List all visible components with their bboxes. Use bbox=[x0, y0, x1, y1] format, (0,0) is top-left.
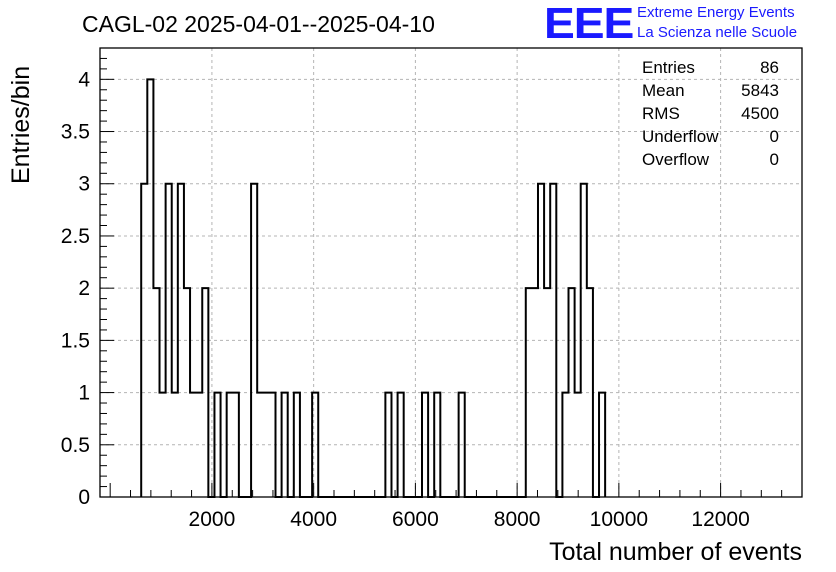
histogram-bin bbox=[251, 184, 257, 497]
stats-value: 0 bbox=[769, 150, 779, 169]
logo-caption: Extreme Energy Events La Scienza nelle S… bbox=[637, 3, 797, 43]
stats-row-underflow: Underflow 0 bbox=[638, 127, 784, 150]
x-tick-label: 10000 bbox=[590, 508, 648, 531]
stats-key: Mean bbox=[642, 81, 685, 100]
histogram-bin bbox=[532, 288, 538, 497]
y-tick-label: 1.5 bbox=[61, 329, 90, 352]
stats-row-overflow: Overflow 0 bbox=[638, 150, 784, 173]
histogram-bin bbox=[581, 184, 587, 497]
histogram-bin bbox=[141, 184, 147, 497]
stats-value: 86 bbox=[760, 58, 779, 77]
y-tick-label: 0 bbox=[78, 486, 90, 509]
x-axis: 2000 4000 6000 8000 10000 12000 bbox=[109, 483, 803, 531]
stats-key: RMS bbox=[642, 104, 680, 123]
y-tick-label: 1 bbox=[78, 382, 90, 405]
histogram-bin bbox=[196, 393, 202, 497]
histogram-outline bbox=[140, 78, 607, 498]
y-tick-label: 3 bbox=[78, 173, 90, 196]
histogram-bin bbox=[282, 393, 288, 497]
logo-caption-line2: La Scienza nelle Scuole bbox=[637, 24, 798, 41]
histogram-bin bbox=[166, 184, 172, 497]
logo-caption-line1: Extreme Energy Events bbox=[637, 4, 795, 21]
histogram-bin bbox=[147, 79, 153, 497]
stats-value: 4500 bbox=[741, 104, 779, 123]
y-tick-label: 4 bbox=[78, 68, 90, 91]
y-tick-label: 2.5 bbox=[61, 225, 90, 248]
histogram-bin bbox=[550, 184, 556, 497]
histogram-bin bbox=[263, 393, 269, 497]
histogram-bin bbox=[214, 393, 220, 497]
histogram-bin bbox=[202, 288, 208, 497]
grid-lines bbox=[100, 48, 802, 497]
histogram-bin bbox=[526, 288, 532, 497]
stats-key: Entries bbox=[642, 58, 695, 77]
histogram-bin bbox=[575, 393, 581, 497]
stats-row-mean: Mean 5843 bbox=[638, 81, 784, 104]
y-axis-label: Entries/bin bbox=[7, 65, 35, 184]
x-tick-label: 6000 bbox=[392, 508, 439, 531]
histogram-bin bbox=[153, 288, 159, 497]
x-axis-label: Total number of events bbox=[549, 538, 802, 566]
histogram-bin bbox=[178, 184, 184, 497]
y-tick-label: 0.5 bbox=[61, 434, 90, 457]
histogram-bars bbox=[140, 78, 607, 498]
x-tick-label: 4000 bbox=[290, 508, 337, 531]
histogram-bin bbox=[184, 288, 190, 497]
x-tick-label: 2000 bbox=[189, 508, 236, 531]
histogram-bin bbox=[434, 393, 440, 497]
stats-key: Overflow bbox=[642, 150, 710, 169]
x-tick-label: 12000 bbox=[691, 508, 749, 531]
stats-value: 0 bbox=[769, 127, 779, 146]
x-tick-label: 8000 bbox=[494, 508, 541, 531]
y-tick-label: 3.5 bbox=[61, 121, 90, 144]
y-tick-label: 2 bbox=[78, 277, 90, 300]
histogram-bin bbox=[227, 393, 233, 497]
histogram-bin bbox=[587, 288, 593, 497]
histogram-bin bbox=[599, 393, 605, 497]
histogram-bin bbox=[269, 393, 275, 497]
histogram-bin bbox=[538, 184, 544, 497]
stats-key: Underflow bbox=[642, 127, 719, 146]
histogram-bin bbox=[294, 393, 300, 497]
histogram-bin bbox=[172, 393, 178, 497]
histogram-bin bbox=[562, 393, 568, 497]
chart-title: CAGL-02 2025-04-01--2025-04-10 bbox=[82, 11, 435, 37]
histogram-bin bbox=[398, 393, 404, 497]
histogram-bin bbox=[544, 288, 550, 497]
histogram-bin bbox=[422, 393, 428, 497]
histogram-bin bbox=[385, 393, 391, 497]
eee-logo: EEE bbox=[544, 0, 634, 48]
stats-value: 5843 bbox=[741, 81, 779, 100]
y-axis: 0 0.5 1 1.5 2 2.5 3 3.5 4 bbox=[61, 47, 114, 509]
stats-row-rms: RMS 4500 bbox=[638, 104, 784, 127]
histogram-bin bbox=[569, 288, 575, 497]
histogram-bin bbox=[459, 393, 465, 497]
histogram-bin bbox=[312, 393, 318, 497]
stats-row-entries: Entries 86 bbox=[638, 58, 784, 81]
histogram-bin bbox=[190, 393, 196, 497]
stats-box: Entries 86 Mean 5843 RMS 4500 Underflow 0 Ov… bbox=[638, 58, 784, 173]
histogram-bin bbox=[160, 393, 166, 497]
histogram-bin bbox=[233, 393, 239, 497]
histogram-bin bbox=[257, 393, 263, 497]
